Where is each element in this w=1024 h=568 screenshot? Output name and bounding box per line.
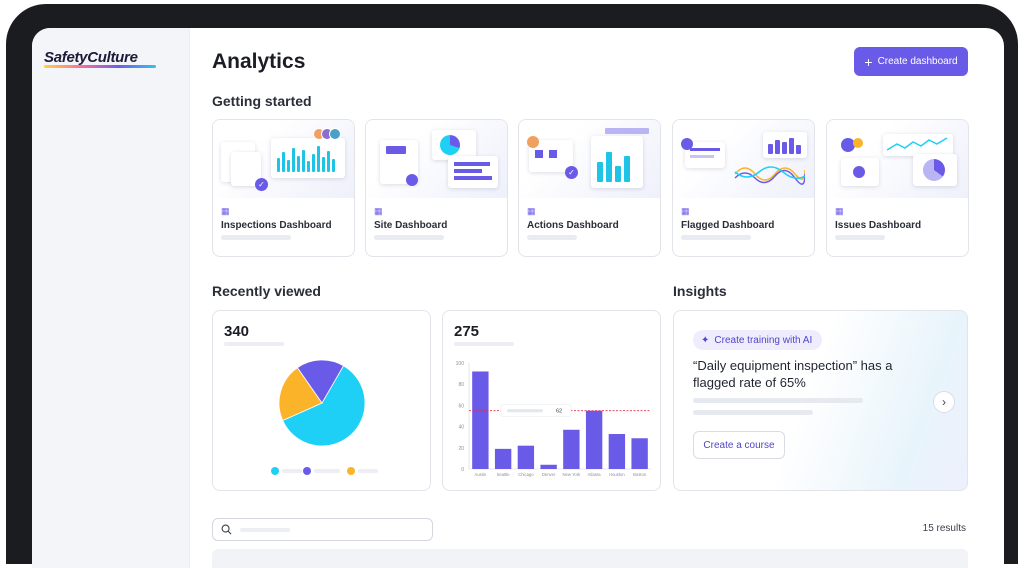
y-tick-label: 0: [461, 467, 464, 473]
y-tick-label: 60: [458, 403, 464, 409]
avatar-group: [313, 128, 345, 142]
ai-training-tag[interactable]: ✦ Create training with AI: [693, 330, 823, 350]
logo-underline: [44, 65, 156, 68]
avatar: [527, 136, 539, 148]
insight-card[interactable]: ✦ Create training with AI “Daily equipme…: [673, 310, 968, 491]
main-content: Analytics + Create dashboard Getting sta…: [212, 28, 1004, 568]
insight-quote: “Daily equipment inspection” has a flagg…: [693, 358, 893, 390]
recent-count: 340: [224, 323, 250, 340]
site-thumbnail: [366, 120, 507, 198]
actions-dashboard-card[interactable]: ✓ ▦ Actions Dashboard: [518, 119, 661, 257]
tooltip-value: 62: [556, 409, 562, 415]
site-dashboard-card[interactable]: ▦ Site Dashboard: [365, 119, 508, 257]
plus-icon: +: [864, 53, 873, 70]
x-tick-label: Seattle: [497, 472, 511, 477]
bar: [472, 371, 489, 469]
building-icon: [406, 174, 418, 186]
y-tick-label: 20: [458, 446, 464, 452]
pie-chart: [278, 359, 366, 447]
results-count: 15 results: [922, 523, 966, 534]
check-icon: ✓: [255, 178, 268, 191]
bar: [563, 429, 580, 469]
dashboard-grid-icon: ▦: [374, 206, 383, 216]
pie-slice: [296, 359, 345, 404]
chevron-right-icon[interactable]: ›: [933, 391, 955, 413]
sidebar: SafetyCulture: [32, 28, 190, 568]
create-course-button[interactable]: Create a course: [693, 431, 785, 459]
issues-dashboard-label: Issues Dashboard: [835, 220, 922, 231]
dashboard-grid-icon: ▦: [835, 206, 844, 216]
page-title: Analytics: [212, 50, 306, 73]
tooltip-skeleton: [507, 409, 543, 413]
ai-training-label: Create training with AI: [714, 334, 813, 346]
legend-dot: [347, 467, 355, 475]
recent-chart-card-bar[interactable]: 275 0 20 40 60 80 100 Austin Seattle Chicago Denv…: [442, 310, 661, 491]
bar: [517, 445, 535, 469]
mini-bar-chart: [271, 138, 345, 178]
mini-bar-chart: [591, 136, 643, 188]
x-tick-label: Boston: [633, 472, 647, 477]
search-icon: [221, 524, 232, 535]
bar: [585, 410, 603, 469]
issues-dashboard-card[interactable]: ▦ Issues Dashboard: [826, 119, 969, 257]
app-screen: SafetyCulture Analytics + Create dashboa…: [32, 28, 1004, 568]
inspections-thumbnail: ✓: [213, 120, 354, 198]
legend-dot: [303, 467, 311, 475]
bar: [494, 448, 512, 469]
dashboard-grid-icon: ▦: [681, 206, 690, 216]
actions-thumbnail: ✓: [519, 120, 660, 198]
check-icon: ✓: [565, 166, 578, 179]
bar: [608, 434, 626, 469]
pie-slice: [278, 367, 323, 422]
x-tick-label: Denver: [542, 472, 556, 477]
insights-title: Insights: [673, 283, 727, 299]
mini-pie: [432, 130, 476, 160]
x-tick-label: Austin: [475, 472, 487, 477]
mini-pie: [913, 154, 957, 186]
flagged-dashboard-card[interactable]: ▦ Flagged Dashboard: [672, 119, 815, 257]
gear-icon: [841, 138, 855, 152]
flag-icon: [681, 138, 693, 150]
flagged-dashboard-label: Flagged Dashboard: [681, 220, 775, 231]
flagged-thumbnail: [673, 120, 814, 198]
x-tick-label: New York: [563, 472, 582, 477]
recently-viewed-title: Recently viewed: [212, 283, 321, 299]
safetyculture-logo[interactable]: SafetyCulture: [44, 49, 138, 66]
mini-wave-chart: [734, 166, 805, 185]
inspections-dashboard-card[interactable]: ✓ ▦ Inspections Dashboard: [212, 119, 355, 257]
y-tick-label: 100: [456, 361, 465, 367]
y-tick-label: 40: [458, 425, 464, 431]
bar: [631, 438, 648, 469]
x-tick-label: Atlanta: [588, 472, 602, 477]
dashboard-grid-icon: ▦: [221, 206, 230, 216]
x-tick-label: Houston: [609, 472, 625, 477]
sparkle-icon: ✦: [701, 334, 710, 346]
bar-chart: 0 20 40 60 80 100 Austin Seattle Chicago Denver Ne…: [456, 361, 651, 477]
inspections-dashboard-label: Inspections Dashboard: [221, 220, 332, 231]
device-frame: SafetyCulture Analytics + Create dashboa…: [6, 4, 1018, 568]
create-dashboard-button[interactable]: + Create dashboard: [854, 47, 968, 76]
dashboard-grid-icon: ▦: [527, 206, 536, 216]
list-row[interactable]: [212, 549, 968, 568]
legend-dot: [271, 467, 279, 475]
create-dashboard-label: Create dashboard: [877, 56, 958, 67]
search-input[interactable]: [212, 518, 433, 541]
recent-count: 275: [454, 323, 480, 340]
mini-bar-chart: [763, 132, 807, 158]
x-tick-label: Chicago: [518, 472, 534, 477]
site-dashboard-label: Site Dashboard: [374, 220, 448, 231]
recent-chart-card-pie[interactable]: 340: [212, 310, 431, 491]
actions-dashboard-label: Actions Dashboard: [527, 220, 619, 231]
y-tick-label: 80: [458, 382, 464, 388]
gear-icon: [853, 138, 863, 148]
bar: [540, 464, 557, 469]
mini-line-chart: [883, 134, 953, 156]
getting-started-title: Getting started: [212, 93, 312, 109]
issues-thumbnail: [827, 120, 968, 198]
pie-slice: [282, 365, 366, 447]
